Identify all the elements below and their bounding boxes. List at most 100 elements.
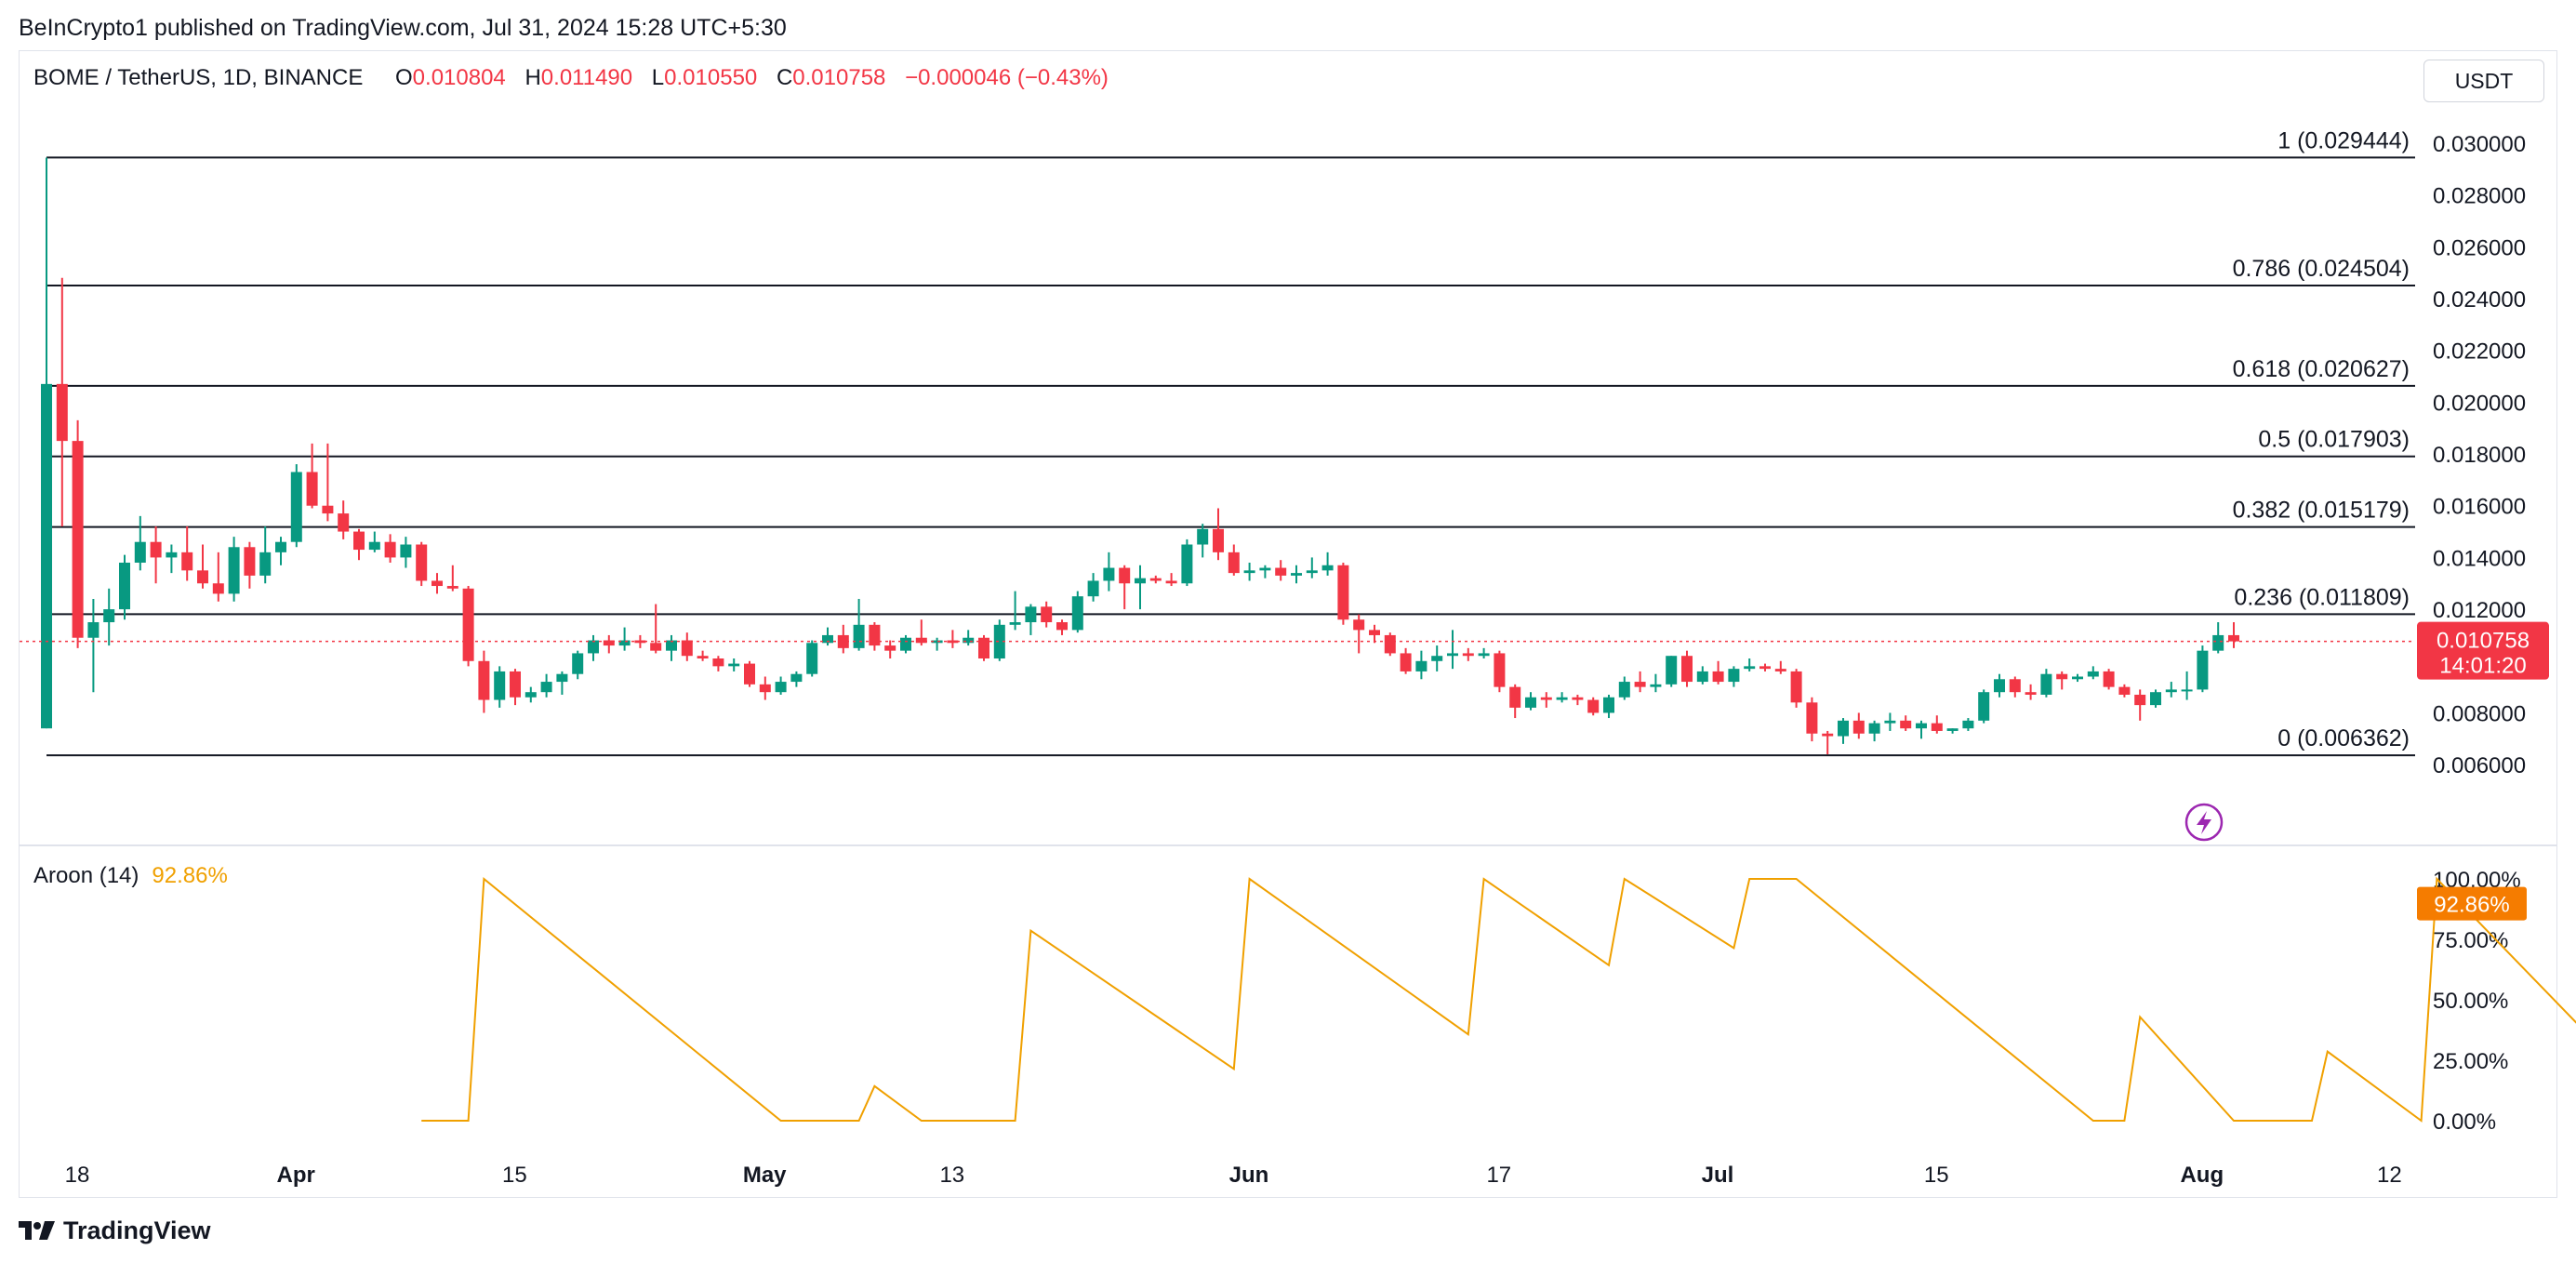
candle-up[interactable] <box>1666 656 1678 685</box>
candle-up[interactable] <box>572 653 584 674</box>
candle-up[interactable] <box>2165 689 2177 693</box>
candle-up[interactable] <box>1525 697 1536 708</box>
candle-down[interactable] <box>1369 630 1380 635</box>
candle-down[interactable] <box>322 505 334 514</box>
candle-down[interactable] <box>1540 697 1552 700</box>
aroon-label[interactable]: Aroon (14) <box>33 863 139 888</box>
candle-down[interactable] <box>1400 653 1412 671</box>
candle-up[interactable] <box>87 622 100 638</box>
candle-up[interactable] <box>1103 567 1115 581</box>
candle-up[interactable] <box>2087 671 2099 677</box>
candle-down[interactable] <box>384 541 396 558</box>
candle-down[interactable] <box>1149 578 1162 581</box>
candle-down[interactable] <box>1275 567 1287 576</box>
candle-down[interactable] <box>244 547 256 576</box>
candle-up[interactable] <box>1556 697 1568 700</box>
candle-down[interactable] <box>681 640 693 657</box>
candle-down[interactable] <box>1931 723 1943 731</box>
candle-down[interactable] <box>338 513 350 532</box>
candle-up[interactable] <box>1431 656 1443 661</box>
candle-down[interactable] <box>2056 673 2068 680</box>
candle-up[interactable] <box>556 673 568 683</box>
candle-up[interactable] <box>400 544 412 558</box>
candle-down[interactable] <box>1634 682 1646 687</box>
candle-up[interactable] <box>1071 596 1083 631</box>
candle-down[interactable] <box>1681 656 1693 683</box>
candle-down[interactable] <box>181 552 193 571</box>
candle-up[interactable] <box>2150 692 2161 706</box>
candle-down[interactable] <box>1790 671 1802 703</box>
candle-down[interactable] <box>1572 697 1584 700</box>
candle-down[interactable] <box>744 663 755 685</box>
candle-up[interactable] <box>228 547 240 594</box>
candle-up[interactable] <box>41 383 52 729</box>
candle-down[interactable] <box>1213 528 1224 552</box>
candle-down[interactable] <box>1494 653 1506 687</box>
candle-down[interactable] <box>915 637 927 644</box>
candle-down[interactable] <box>1119 567 1131 584</box>
candle-up[interactable] <box>368 541 380 551</box>
candle-down[interactable] <box>837 634 849 648</box>
candle-up[interactable] <box>1994 679 2005 693</box>
candle-up[interactable] <box>900 637 911 651</box>
candle-up[interactable] <box>1618 682 1630 698</box>
candle-down[interactable] <box>56 383 68 442</box>
candle-up[interactable] <box>1291 573 1302 576</box>
candle-down[interactable] <box>1759 666 1771 670</box>
aroon-line[interactable] <box>421 876 2576 1123</box>
candle-down[interactable] <box>1056 622 1068 631</box>
candle-up[interactable] <box>2212 634 2224 651</box>
flash-icon[interactable] <box>2184 803 2224 842</box>
candle-down[interactable] <box>1337 565 1349 620</box>
candle-down[interactable] <box>1712 671 1724 683</box>
candle-up[interactable] <box>1916 723 1927 729</box>
candle-up[interactable] <box>494 671 506 700</box>
candle-down[interactable] <box>306 472 318 506</box>
candle-up[interactable] <box>1978 692 1990 721</box>
candle-down[interactable] <box>432 580 443 587</box>
candle-down[interactable] <box>1509 686 1521 708</box>
candle-down[interactable] <box>1462 653 1474 657</box>
candle-down[interactable] <box>2103 671 2115 687</box>
candle-up[interactable] <box>1087 580 1099 597</box>
candle-up[interactable] <box>1197 528 1209 545</box>
candle-up[interactable] <box>275 541 286 552</box>
candle-up[interactable] <box>1243 570 1255 574</box>
candle-down[interactable] <box>712 658 724 667</box>
candle-down[interactable] <box>1774 669 1786 671</box>
candle-up[interactable] <box>790 673 803 683</box>
candle-up[interactable] <box>1946 728 1959 731</box>
candle-up[interactable] <box>1447 653 1458 657</box>
candle-up[interactable] <box>1650 684 1662 687</box>
candle-down[interactable] <box>462 588 474 661</box>
candle-down[interactable] <box>72 441 84 638</box>
candle-up[interactable] <box>1321 565 1334 571</box>
candle-down[interactable] <box>446 586 458 589</box>
candle-up[interactable] <box>1728 669 1740 683</box>
candle-up[interactable] <box>822 634 833 644</box>
candle-up[interactable] <box>1306 570 1318 574</box>
candle-down[interactable] <box>478 660 490 700</box>
candle-up[interactable] <box>134 541 146 563</box>
candle-down[interactable] <box>869 624 881 646</box>
candle-up[interactable] <box>540 682 552 693</box>
candle-up[interactable] <box>931 640 943 644</box>
candle-down[interactable] <box>1353 619 1365 631</box>
candle-up[interactable] <box>806 643 818 674</box>
candle-up[interactable] <box>103 609 115 623</box>
candle-down[interactable] <box>1900 720 1912 729</box>
candle-down[interactable] <box>697 656 709 658</box>
candle-up[interactable] <box>728 663 740 667</box>
candle-up[interactable] <box>1838 720 1849 737</box>
candle-down[interactable] <box>510 671 521 698</box>
candle-down[interactable] <box>1822 733 1834 737</box>
candle-up[interactable] <box>1868 723 1880 734</box>
tradingview-logo[interactable]: TradingView <box>19 1216 211 1245</box>
candle-down[interactable] <box>150 541 162 558</box>
candle-up[interactable] <box>1696 671 1708 683</box>
candle-down[interactable] <box>884 645 896 651</box>
candle-down[interactable] <box>1228 552 1240 574</box>
candle-up[interactable] <box>2040 673 2052 695</box>
candle-down[interactable] <box>2118 686 2131 695</box>
candle-down[interactable] <box>197 570 208 584</box>
